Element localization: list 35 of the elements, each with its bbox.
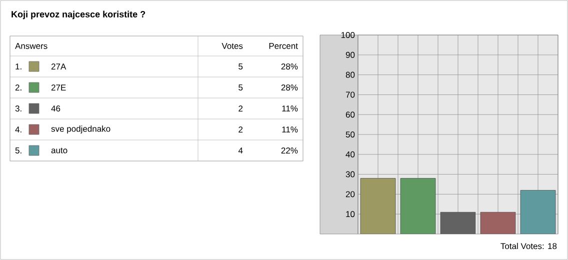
text: 28% (281, 63, 298, 70)
text: 1. (16, 64, 22, 70)
legend-label: auto (51, 148, 68, 154)
legend-label: 46 (51, 105, 60, 112)
y-tick-label: 90 (346, 52, 355, 58)
text: 22% (281, 148, 298, 154)
legend-label: 27E (51, 84, 66, 90)
legend-label: sve podjednako (51, 126, 110, 134)
y-tick-label: 50 (346, 131, 355, 138)
text: Koji prevoz najcesce koristite ? (12, 10, 146, 20)
text: 5 (238, 64, 243, 70)
text: Percent (269, 43, 298, 49)
y-tick-label: 100 (341, 32, 355, 38)
y-tick-label: 60 (346, 112, 355, 118)
y-tick-label: 40 (346, 151, 355, 158)
text: 11% (282, 106, 298, 112)
text: Votes (222, 43, 243, 49)
y-tick-label: 20 (346, 191, 355, 198)
text: 5. (15, 148, 22, 154)
text: 4 (238, 148, 243, 154)
text: 2 (238, 106, 243, 112)
text: 4. (15, 126, 22, 132)
text: 5 (238, 84, 243, 90)
text: 2 (238, 126, 243, 132)
text: Total Votes: 18 (500, 242, 557, 250)
text: Answers (15, 43, 48, 49)
text: 2. (15, 84, 22, 90)
y-tick-label: 80 (346, 72, 355, 78)
y-tick-label: 70 (346, 92, 355, 98)
y-tick-label: 10 (346, 211, 355, 218)
text: 28% (281, 84, 298, 91)
legend-label: 27A (51, 64, 66, 70)
text: 11% (282, 126, 298, 132)
y-tick-label: 30 (346, 171, 355, 178)
text: 3. (15, 105, 22, 112)
